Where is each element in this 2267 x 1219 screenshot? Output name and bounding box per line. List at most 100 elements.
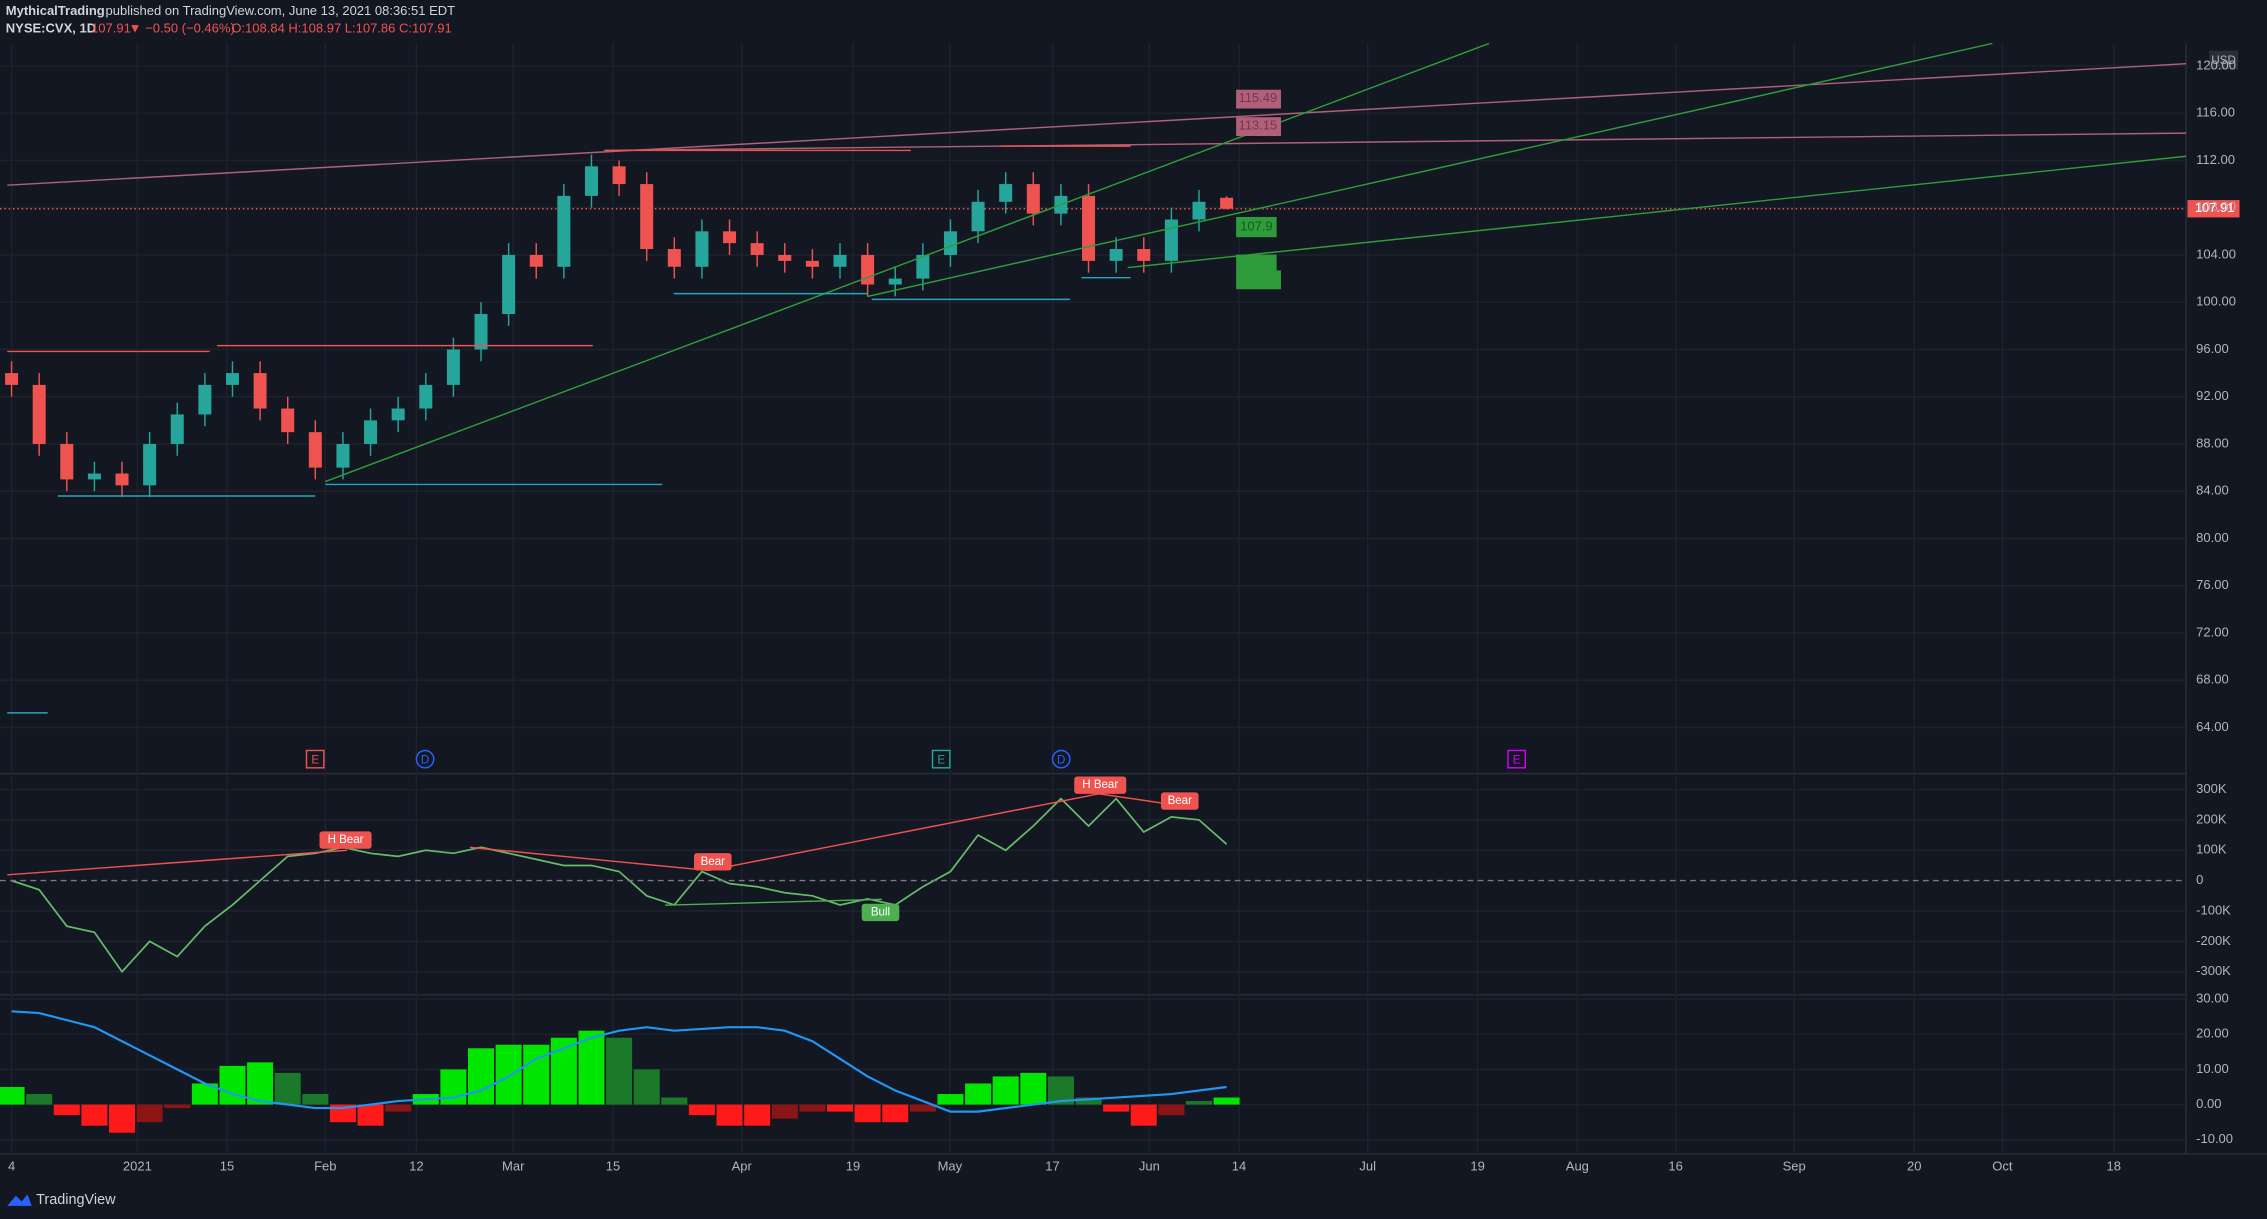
candle-body bbox=[308, 432, 322, 468]
candle-body bbox=[1137, 249, 1151, 261]
macd-histogram-bar bbox=[882, 1104, 909, 1123]
macd-histogram-bar bbox=[247, 1062, 274, 1105]
x-tick-label: 15 bbox=[606, 1158, 620, 1173]
candle-body bbox=[640, 184, 654, 250]
macd-histogram-bar bbox=[191, 1083, 218, 1105]
divergence-label: Bull bbox=[871, 906, 890, 918]
currency: USD bbox=[2211, 55, 2235, 67]
candle-body bbox=[60, 443, 74, 480]
macd-histogram-bar bbox=[1075, 1097, 1102, 1105]
divergence-label: Bear bbox=[1168, 795, 1193, 807]
y-tick-label: 200K bbox=[2196, 811, 2227, 826]
x-tick-label: Sep bbox=[1783, 1158, 1806, 1173]
macd-histogram-bar bbox=[633, 1069, 660, 1105]
macd-histogram-bar bbox=[109, 1104, 136, 1133]
x-tick-label: 12 bbox=[409, 1158, 423, 1173]
candle-body bbox=[1192, 201, 1206, 220]
divergence-box bbox=[861, 903, 900, 922]
macd-histogram-bar bbox=[992, 1076, 1019, 1105]
y-tick-label: 64.00 bbox=[2196, 719, 2229, 734]
candle-body bbox=[667, 249, 681, 267]
event-label: D bbox=[421, 755, 429, 767]
published: published on TradingView.com, June 13, 2… bbox=[106, 3, 456, 18]
trend-line bbox=[7, 62, 2187, 186]
macd-histogram-bar bbox=[1213, 1097, 1240, 1105]
event-label: E bbox=[1513, 755, 1521, 767]
y-tick-label: 116.00 bbox=[2196, 105, 2235, 120]
macd-histogram-bar bbox=[219, 1065, 246, 1105]
macd-histogram-bar bbox=[136, 1104, 163, 1123]
x-tick-label: Jun bbox=[1139, 1158, 1160, 1173]
candle-body bbox=[833, 254, 847, 267]
macd-histogram-bar bbox=[606, 1037, 633, 1105]
x-tick-label: Feb bbox=[314, 1158, 336, 1173]
macd-histogram-bar bbox=[744, 1104, 771, 1126]
y-tick-label: 112.00 bbox=[2196, 152, 2235, 167]
candle-body bbox=[170, 414, 184, 444]
currency-box bbox=[2209, 50, 2239, 70]
x-tick-label: May bbox=[938, 1158, 963, 1173]
macd-histogram-bar bbox=[302, 1094, 329, 1105]
macd-histogram-bar bbox=[274, 1072, 301, 1105]
macd-histogram-bar bbox=[468, 1048, 495, 1105]
macd-histogram-bar bbox=[578, 1030, 605, 1105]
macd-histogram-bar bbox=[937, 1094, 964, 1105]
brand: TradingView bbox=[36, 1192, 116, 1208]
y-tick-label: -300K bbox=[2196, 963, 2231, 978]
publisher: MythicalTrading bbox=[6, 3, 105, 18]
divergence-box bbox=[693, 853, 732, 871]
footer-brand bbox=[7, 1194, 32, 1206]
macd-histogram-bar bbox=[1103, 1104, 1130, 1112]
divergence-box bbox=[1074, 776, 1127, 794]
macd-histogram-bar bbox=[81, 1104, 108, 1126]
y-tick-label: 104.00 bbox=[2196, 246, 2236, 261]
x-tick-label: 19 bbox=[846, 1158, 860, 1173]
x-tick-label: Jul bbox=[1359, 1158, 1376, 1173]
macd-histogram-bar bbox=[1158, 1104, 1185, 1116]
macd-histogram-bar bbox=[495, 1044, 522, 1105]
y-tick-label: 72.00 bbox=[2196, 624, 2229, 639]
ohlc: O:108.84 H:108.97 L:107.86 C:107.91 bbox=[231, 20, 451, 35]
event-label: E bbox=[311, 755, 319, 767]
candle-body bbox=[723, 231, 737, 244]
trend-line bbox=[604, 132, 2187, 152]
event-marker bbox=[1051, 749, 1071, 769]
candle-body bbox=[391, 408, 405, 421]
candle-body bbox=[198, 384, 212, 415]
candle-body bbox=[750, 243, 764, 255]
macd-histogram-bar bbox=[26, 1094, 53, 1105]
last-price-label: 107.91 bbox=[2195, 200, 2235, 215]
y-tick-label: 100.00 bbox=[2196, 294, 2236, 309]
y-tick-label: 92.00 bbox=[2196, 388, 2229, 403]
candle-body bbox=[336, 443, 350, 468]
y-tick-label: 68.00 bbox=[2196, 672, 2229, 687]
macd-histogram-bar bbox=[440, 1069, 467, 1105]
divergence-line bbox=[469, 846, 709, 872]
candle-body bbox=[1220, 197, 1234, 209]
x-tick-label: 16 bbox=[1668, 1158, 1682, 1173]
candle-body bbox=[971, 201, 985, 232]
divergence-label: H Bear bbox=[1082, 779, 1118, 791]
y-tick-label: 30.00 bbox=[2196, 990, 2229, 1005]
y-tick-label: 80.00 bbox=[2196, 530, 2229, 545]
candle-body bbox=[364, 420, 378, 444]
candle-body bbox=[1082, 195, 1096, 261]
y-tick-label: 76.00 bbox=[2196, 577, 2229, 592]
change: ▼ −0.50 (−0.46%) bbox=[129, 20, 235, 35]
candle-body bbox=[584, 166, 598, 196]
logo bbox=[7, 1194, 32, 1206]
drawing-label: 115.49 bbox=[1238, 90, 1277, 105]
macd-histogram-bar bbox=[826, 1104, 854, 1112]
candle-body bbox=[612, 166, 626, 185]
price-box bbox=[1236, 254, 1277, 271]
x-tick-label: 15 bbox=[220, 1158, 234, 1173]
candle-body bbox=[1164, 219, 1178, 261]
macd-histogram-bar bbox=[771, 1104, 798, 1119]
macd-histogram-bar bbox=[385, 1104, 412, 1112]
event-marker bbox=[415, 749, 435, 769]
candle-body bbox=[916, 254, 930, 279]
x-tick-label: Apr bbox=[732, 1158, 753, 1173]
macd-histogram-bar bbox=[0, 1086, 25, 1105]
candle-body bbox=[502, 254, 516, 315]
